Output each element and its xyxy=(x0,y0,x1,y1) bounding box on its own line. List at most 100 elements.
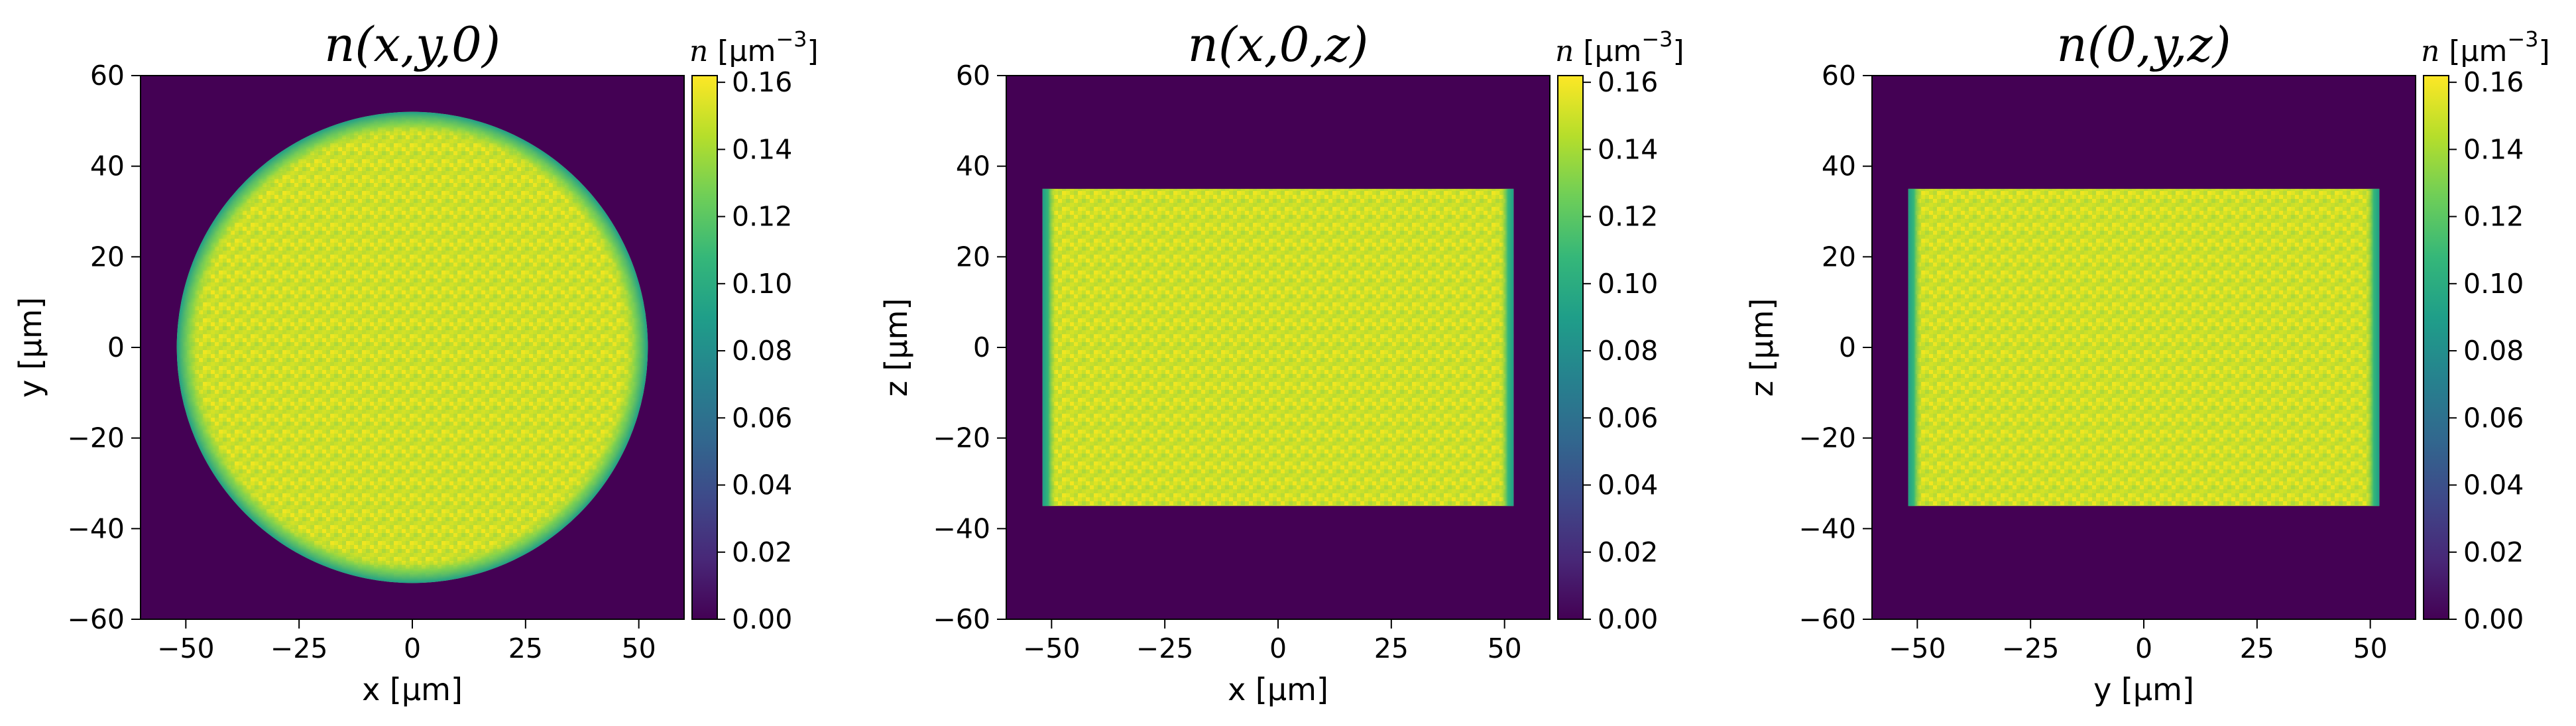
colorbar-frame xyxy=(1557,75,1584,620)
x-tick-label: 25 xyxy=(2240,633,2274,664)
y-tick-label: −20 xyxy=(67,422,125,454)
colorbar-tick-label: 0.08 xyxy=(732,335,792,367)
colorbar xyxy=(692,76,717,619)
x-tick-label: 0 xyxy=(2135,633,2152,664)
x-tick-label: −50 xyxy=(157,633,215,664)
y-tick-label: 40 xyxy=(90,151,125,182)
colorbar-label-exponent: −3 xyxy=(1641,27,1672,52)
colorbar-tick-label: 0.00 xyxy=(732,603,792,635)
x-tick-label: −50 xyxy=(1023,633,1081,664)
colorbar-label-exponent: −3 xyxy=(776,27,807,52)
y-tick-label: 40 xyxy=(1822,151,1856,182)
y-tick-label: −40 xyxy=(933,513,990,544)
colorbar-tick-label: 0.10 xyxy=(732,268,792,300)
colorbar-tick-label: 0.04 xyxy=(2463,469,2524,501)
y-tick-label: 60 xyxy=(1822,60,1856,91)
colorbar-label-close: ] xyxy=(1673,34,1684,68)
x-tick-label: 0 xyxy=(404,633,421,664)
x-tick-label: −25 xyxy=(270,633,328,664)
y-tick-label: 0 xyxy=(973,332,990,363)
y-axis-label: z [µm] xyxy=(878,298,914,397)
colorbar-tick-label: 0.02 xyxy=(2463,536,2524,568)
colorbar-tick-label: 0.04 xyxy=(732,469,792,501)
colorbar xyxy=(2424,76,2449,619)
colorbar-tick-label: 0.02 xyxy=(1598,536,1658,568)
colorbar-label-close: ] xyxy=(807,34,819,68)
colorbar-tick-label: 0.12 xyxy=(1598,201,1658,233)
colorbar-tick-label: 0.06 xyxy=(1598,402,1658,434)
y-tick-label: 40 xyxy=(956,151,990,182)
y-tick-label: −60 xyxy=(933,603,990,635)
density-slab-edge xyxy=(1042,188,1514,507)
colorbar-tick-label: 0.14 xyxy=(2463,133,2524,165)
colorbar-label-unit: [µm xyxy=(2449,34,2507,68)
x-tick-label: 25 xyxy=(508,633,543,664)
colorbar-tick-label: 0.06 xyxy=(732,402,792,434)
y-tick-label: 0 xyxy=(1839,332,1856,363)
x-tick-label: 0 xyxy=(1269,633,1287,664)
x-tick-label: −25 xyxy=(2002,633,2060,664)
y-tick-label: 20 xyxy=(1822,241,1856,272)
colorbar-tick-label: 0.14 xyxy=(1598,133,1658,165)
panel-title: n(x,y,0) xyxy=(324,17,500,72)
y-tick-label: 20 xyxy=(90,241,125,272)
colorbar-tick-label: 0.16 xyxy=(732,66,792,98)
y-tick-label: 20 xyxy=(956,241,990,272)
y-tick-label: −40 xyxy=(1798,513,1856,544)
colorbar-label: n [µm−3] xyxy=(689,27,819,68)
y-tick-label: −20 xyxy=(1798,422,1856,454)
x-tick-label: 50 xyxy=(2353,633,2388,664)
x-tick-label: −50 xyxy=(1889,633,1946,664)
colorbar-label: n [µm−3] xyxy=(1555,27,1684,68)
colorbar-tick-label: 0.06 xyxy=(2463,402,2524,434)
panel-3: n(0,y,z) −50 −25 0 25 50 60 40 20 0 −20 −40 −60 y [µm… xyxy=(1744,17,2550,707)
colorbar-label: n [µm−3] xyxy=(2421,27,2550,68)
colorbar-label-exponent: −3 xyxy=(2507,27,2538,52)
colorbar-label-symbol: n xyxy=(1555,34,1583,68)
colorbar-tick-label: 0.12 xyxy=(732,201,792,233)
colorbar-tick-label: 0.08 xyxy=(1598,335,1658,367)
y-tick-label: 0 xyxy=(107,332,125,363)
y-axis-label: y [µm] xyxy=(13,297,48,398)
y-tick-label: −20 xyxy=(933,422,990,454)
colorbar-tick-label: 0.14 xyxy=(732,133,792,165)
panel-1: n(x,y,0) −50 −25 0 25 50 60 40 20 0 −20 −40 −60 x [µm… xyxy=(13,17,819,707)
y-tick-label: 60 xyxy=(956,60,990,91)
colorbar-label-symbol: n xyxy=(2421,34,2449,68)
colorbar xyxy=(1558,76,1583,619)
colorbar-tick-label: 0.16 xyxy=(1598,66,1658,98)
y-tick-label: 60 xyxy=(90,60,125,91)
x-tick-label: 50 xyxy=(622,633,656,664)
colorbar-tick-label: 0.16 xyxy=(2463,66,2524,98)
x-tick-label: 50 xyxy=(1488,633,1522,664)
density-slab-edge xyxy=(1908,188,2380,507)
colorbar-tick-label: 0.10 xyxy=(1598,268,1658,300)
colorbar-label-symbol: n xyxy=(689,34,717,68)
panel-title: n(x,0,z) xyxy=(1188,17,1369,72)
colorbar-frame xyxy=(2423,75,2449,620)
colorbar-frame xyxy=(691,75,718,620)
colorbar-tick-label: 0.04 xyxy=(1598,469,1658,501)
x-tick-label: 25 xyxy=(1374,633,1409,664)
panel-2: n(x,0,z) −50 −25 0 25 50 60 40 20 0 −20 −40 −60 x [µm… xyxy=(878,17,1684,707)
colorbar-tick-label: 0.12 xyxy=(2463,201,2524,233)
y-tick-label: −60 xyxy=(67,603,125,635)
x-axis-label: y [µm] xyxy=(2093,672,2194,707)
density-disk-edge xyxy=(176,111,648,583)
colorbar-label-unit: [µm xyxy=(717,34,776,68)
colorbar-tick-label: 0.00 xyxy=(1598,603,1658,635)
x-axis-label: x [µm] xyxy=(362,672,463,707)
x-tick-label: −25 xyxy=(1136,633,1194,664)
x-axis-label: x [µm] xyxy=(1228,672,1328,707)
colorbar-label-unit: [µm xyxy=(1583,34,1641,68)
panel-title: n(0,y,z) xyxy=(2056,17,2231,72)
colorbar-tick-label: 0.02 xyxy=(732,536,792,568)
y-axis-label: z [µm] xyxy=(1744,298,1780,397)
colorbar-tick-label: 0.08 xyxy=(2463,335,2524,367)
colorbar-tick-label: 0.00 xyxy=(2463,603,2524,635)
colorbar-tick-label: 0.10 xyxy=(2463,268,2524,300)
y-tick-label: −60 xyxy=(1798,603,1856,635)
colorbar-label-close: ] xyxy=(2539,34,2550,68)
y-tick-label: −40 xyxy=(67,513,125,544)
